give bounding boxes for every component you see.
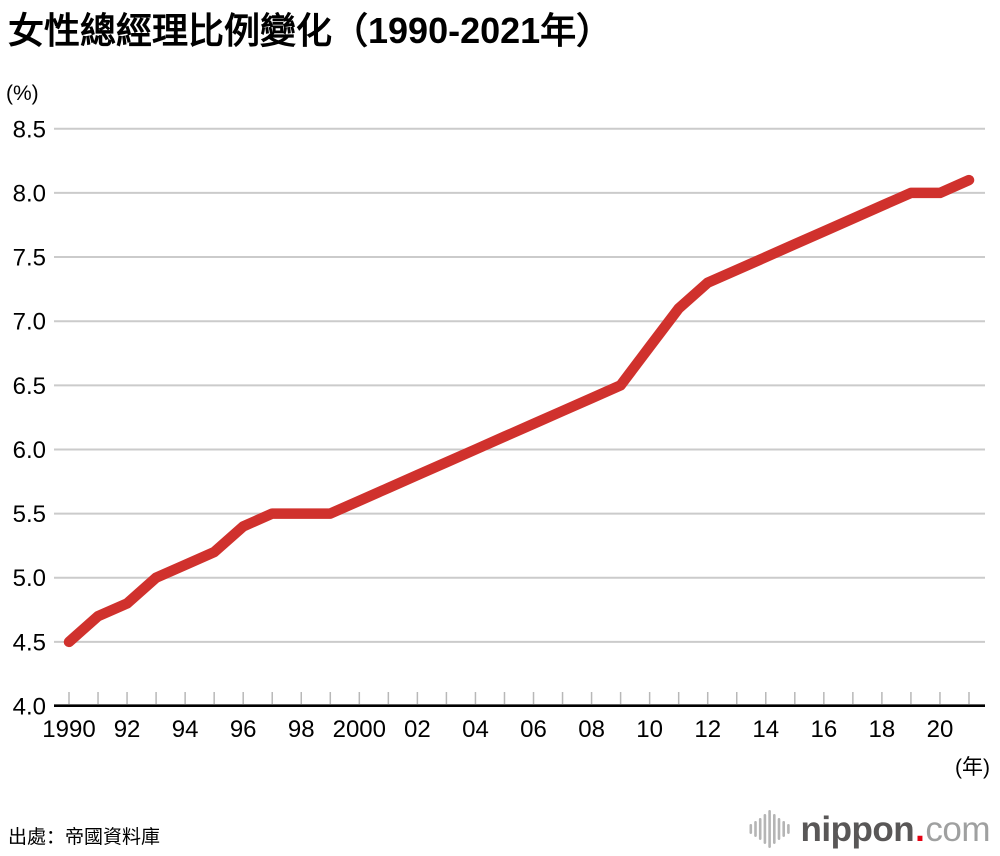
y-tick-label: 7.0 bbox=[13, 309, 46, 336]
data-line bbox=[63, 174, 975, 648]
y-tick-label: 4.5 bbox=[13, 629, 46, 656]
y-tick-label: 6.0 bbox=[13, 437, 46, 464]
source-label: 出處：帝國資料庫 bbox=[8, 827, 161, 848]
soundwave-bar bbox=[758, 818, 762, 840]
y-tick-label: 4.0 bbox=[13, 694, 46, 721]
x-tick-label: 98 bbox=[288, 716, 315, 743]
y-tick-label: 5.0 bbox=[13, 565, 46, 592]
y-tick-label: 7.5 bbox=[13, 245, 46, 272]
x-tick-label: 10 bbox=[636, 716, 663, 743]
x-tick-label: 14 bbox=[752, 716, 779, 743]
soundwave-bar bbox=[781, 821, 785, 837]
x-tick-label: 1990 bbox=[42, 716, 95, 743]
soundwave-bar bbox=[763, 814, 766, 844]
x-tick-label: 92 bbox=[114, 716, 141, 743]
x-tick-label: 2000 bbox=[333, 716, 386, 743]
x-tick-label: 94 bbox=[172, 716, 199, 743]
x-tick-label: 04 bbox=[462, 716, 489, 743]
y-axis-unit-label: (%) bbox=[6, 82, 39, 105]
y-tick-label: 5.5 bbox=[13, 501, 46, 528]
soundwave-bar bbox=[749, 824, 752, 834]
soundwave-bar bbox=[772, 814, 776, 844]
x-tick-label: 20 bbox=[927, 716, 954, 743]
x-axis-unit-label: (年) bbox=[955, 756, 990, 779]
x-tick-label: 02 bbox=[404, 716, 431, 743]
chart-title: 女性總經理比例變化（1990-2021年） bbox=[8, 10, 613, 51]
x-tick-label: 08 bbox=[578, 716, 605, 743]
soundwave-bar bbox=[753, 821, 757, 837]
soundwave-icon bbox=[749, 810, 790, 848]
x-tick-label: 96 bbox=[230, 716, 257, 743]
nippon-logo: nippon . com bbox=[749, 806, 990, 852]
logo-domain: com bbox=[925, 809, 990, 849]
logo-name: nippon bbox=[800, 809, 915, 849]
y-tick-label: 8.0 bbox=[13, 180, 46, 207]
y-tick-label: 6.5 bbox=[13, 373, 46, 400]
y-tick-label: 8.5 bbox=[13, 116, 46, 143]
x-tick-label: 06 bbox=[520, 716, 547, 743]
soundwave-bar bbox=[767, 810, 771, 848]
plot-area: 4.0 4.5 5.0 5.5 6.0 6.5 7.0 7.5 8.0 8.5 1990 92 94 96… bbox=[13, 116, 985, 743]
logo-text: nippon . com bbox=[800, 809, 991, 849]
soundwave-bar bbox=[786, 824, 790, 834]
logo-dot: . bbox=[915, 809, 925, 849]
x-tick-label: 12 bbox=[694, 716, 721, 743]
x-tick-label: 16 bbox=[810, 716, 837, 743]
soundwave-bar bbox=[777, 818, 780, 840]
x-tick-label: 18 bbox=[869, 716, 896, 743]
